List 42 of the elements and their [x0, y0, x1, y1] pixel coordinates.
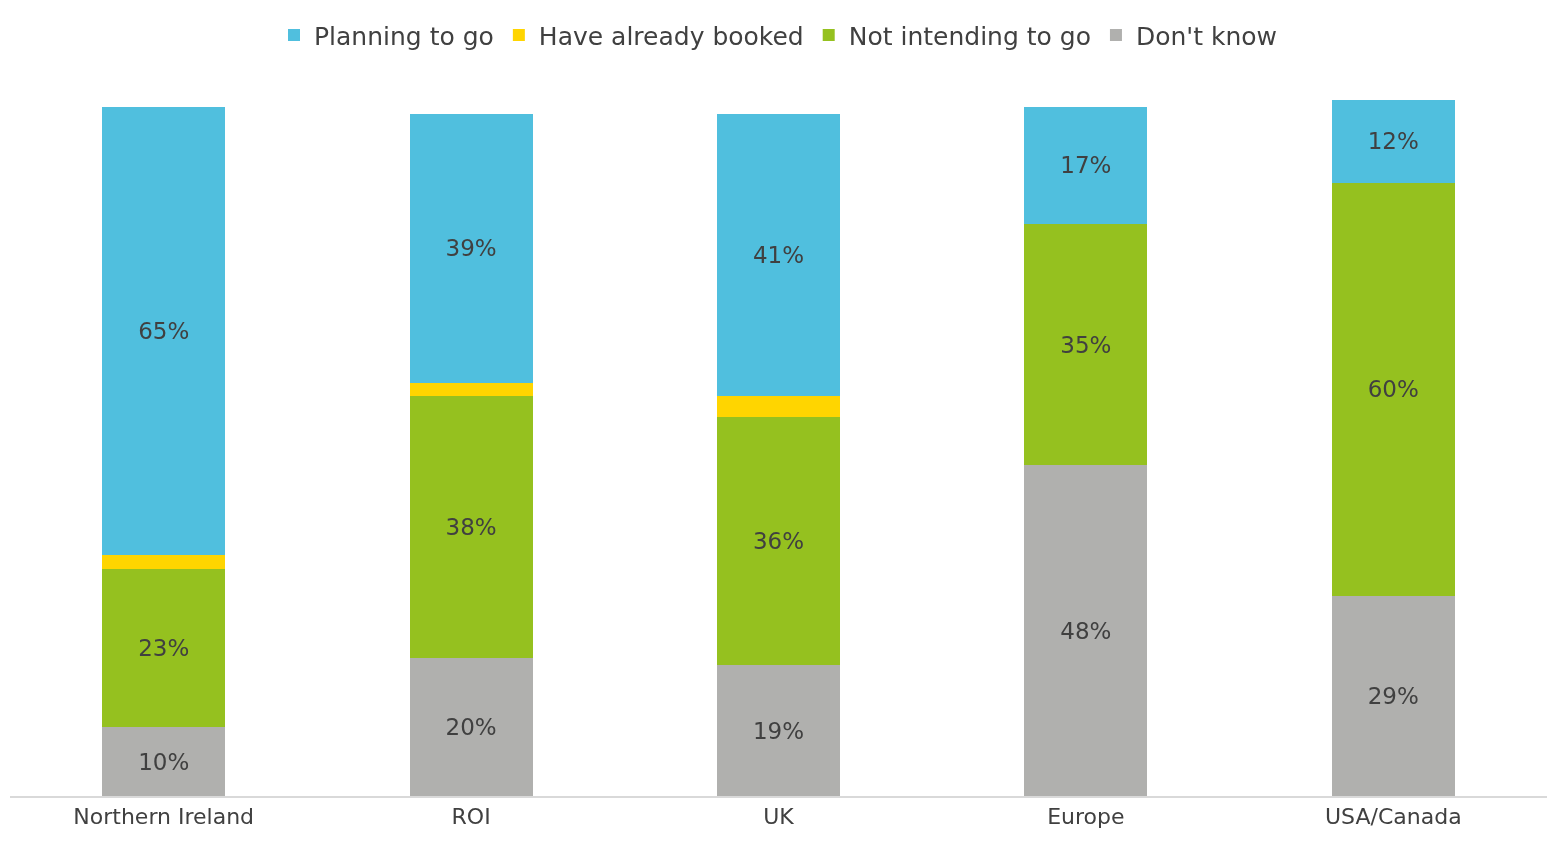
- legend-label: Have already booked: [538, 21, 804, 51]
- bar: [409, 382, 533, 397]
- data-label: 65%: [138, 317, 190, 344]
- data-label: 36%: [752, 528, 805, 555]
- data-label: 48%: [1060, 617, 1112, 644]
- legend-label: Planning to go: [314, 21, 494, 51]
- bar: [409, 396, 533, 659]
- data-label: 19%: [752, 717, 805, 744]
- x-tick-label: ROI: [451, 804, 491, 830]
- data-label: 39%: [445, 235, 497, 262]
- x-tick-label: UK: [763, 804, 795, 830]
- bar: [1024, 465, 1148, 796]
- x-tick-label: USA/Canada: [1324, 804, 1462, 830]
- bar: [717, 416, 840, 666]
- data-label: 38%: [445, 514, 497, 541]
- bar: [102, 727, 226, 796]
- bar: [409, 658, 533, 796]
- legend-label: Don't know: [1135, 21, 1278, 51]
- data-label: 60%: [1367, 376, 1419, 403]
- data-label: 12%: [1367, 128, 1419, 155]
- data-label: 29%: [1367, 683, 1419, 710]
- bar: [717, 113, 840, 397]
- data-label: 20%: [445, 714, 497, 741]
- bar: [1024, 106, 1148, 225]
- bar: [102, 106, 226, 555]
- x-tick-label: Europe: [1047, 804, 1125, 830]
- legend-label: Not intending to go: [848, 21, 1091, 51]
- bar: [102, 568, 226, 728]
- bar: [1331, 100, 1455, 183]
- bar: [717, 665, 840, 796]
- bar: [1024, 224, 1148, 466]
- bar: [1331, 182, 1455, 597]
- data-label: 17%: [1060, 152, 1112, 179]
- bar: [102, 554, 226, 569]
- x-tick-label: Northern Ireland: [73, 804, 255, 830]
- bar: [717, 396, 840, 417]
- data-label: 10%: [138, 748, 190, 775]
- data-label: 23%: [138, 634, 190, 661]
- bar: [409, 113, 533, 383]
- bar: [1331, 596, 1455, 796]
- data-label: 35%: [1060, 331, 1112, 358]
- data-label: 41%: [752, 242, 805, 269]
